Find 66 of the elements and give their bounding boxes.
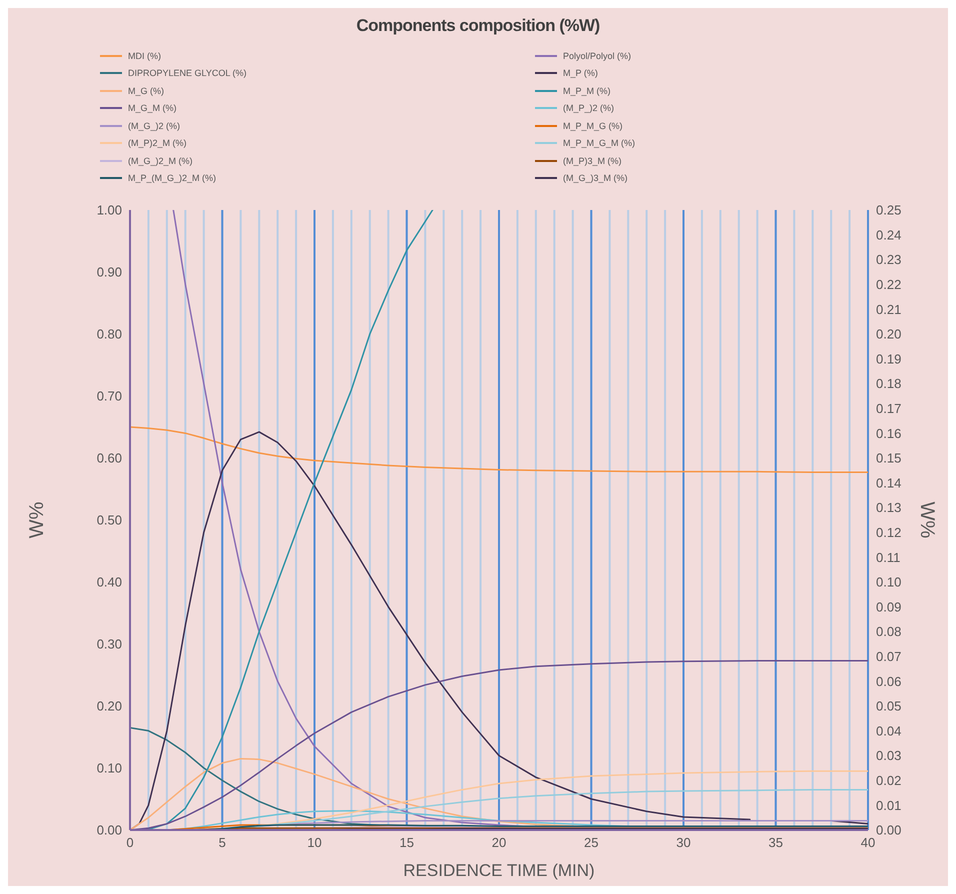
y2-tick-label: 0.14 xyxy=(876,475,902,490)
y-tick-label: 0.40 xyxy=(96,574,122,590)
y2-tick-label: 0.21 xyxy=(876,302,902,317)
y2-tick-label: 0.05 xyxy=(876,698,902,714)
legend-label: DIPROPYLENE GLYCOL (%) xyxy=(128,68,247,78)
y2-tick-label: 0.16 xyxy=(876,426,902,441)
y-tick-label: 0.90 xyxy=(96,264,122,280)
x-tick-label: 30 xyxy=(676,835,691,850)
y2-tick-label: 0.07 xyxy=(876,649,902,664)
y2-tick-label: 0.10 xyxy=(876,574,902,590)
x-tick-label: 5 xyxy=(218,835,226,850)
y-tick-label: 0.30 xyxy=(96,636,122,652)
legend-label: (M_P)2_M (%) xyxy=(128,138,187,148)
y2-tick-label: 0.01 xyxy=(876,798,902,813)
y2-tick-label: 0.13 xyxy=(876,500,902,516)
y-tick-label: 0.80 xyxy=(96,326,122,342)
x-tick-label: 20 xyxy=(492,835,506,850)
x-tick-label: 15 xyxy=(400,835,414,850)
y2-tick-label: 0.20 xyxy=(876,326,902,342)
y2-tick-label: 0.09 xyxy=(876,599,902,614)
legend-label: MDI (%) xyxy=(128,50,161,61)
x-tick-label: 35 xyxy=(768,835,783,850)
legend-label: M_P (%) xyxy=(563,68,598,78)
legend-label: (M_P_)2 (%) xyxy=(563,103,614,114)
y-axis-title: W% xyxy=(26,501,48,538)
y2-tick-label: 0.18 xyxy=(876,376,902,392)
y2-tick-label: 0.00 xyxy=(876,822,902,838)
legend-label: M_G_M (%) xyxy=(128,103,177,114)
legend-label: M_P_M (%) xyxy=(563,86,611,96)
x-tick-label: 0 xyxy=(126,835,134,850)
y2-tick-label: 0.19 xyxy=(876,351,902,366)
y-tick-label: 0.50 xyxy=(96,512,122,528)
y2-axis-title: W% xyxy=(916,502,938,539)
y2-tick-label: 0.24 xyxy=(876,227,902,242)
x-tick-label: 40 xyxy=(860,835,876,850)
legend-label: (M_P)3_M (%) xyxy=(563,156,622,166)
legend-label: (M_G_)3_M (%) xyxy=(563,173,628,184)
y2-tick-label: 0.06 xyxy=(876,674,902,689)
chart-title: Components composition (%W) xyxy=(355,15,601,37)
x-tick-label: 25 xyxy=(584,835,598,850)
y-tick-label: 0.60 xyxy=(96,450,122,466)
x-axis-title: RESIDENCE TIME (MIN) xyxy=(403,861,595,880)
y-tick-label: 1.00 xyxy=(96,202,122,218)
legend-label: M_G (%) xyxy=(128,86,164,96)
y2-tick-label: 0.12 xyxy=(876,525,902,540)
y2-tick-label: 0.25 xyxy=(876,202,902,218)
y2-tick-label: 0.02 xyxy=(876,773,902,788)
y-tick-label: 0.10 xyxy=(96,760,122,776)
legend-label: (M_G_)2_M (%) xyxy=(128,156,193,166)
y-tick-label: 0.70 xyxy=(96,388,122,404)
y2-tick-label: 0.23 xyxy=(876,252,902,268)
y2-tick-label: 0.15 xyxy=(876,450,902,466)
y2-tick-label: 0.08 xyxy=(876,624,902,640)
y2-tick-label: 0.04 xyxy=(876,723,902,738)
y2-tick-label: 0.17 xyxy=(876,401,902,416)
y2-tick-label: 0.03 xyxy=(876,748,902,764)
y2-tick-label: 0.22 xyxy=(876,277,902,292)
legend-label: (M_G_)2 (%) xyxy=(128,120,180,131)
legend-label: M_P_M_G (%) xyxy=(563,120,623,131)
y-tick-label: 0.20 xyxy=(96,698,122,714)
legend-label: Polyol/Polyol (%) xyxy=(563,50,632,61)
y-tick-label: 0.00 xyxy=(96,822,122,838)
x-tick-label: 10 xyxy=(307,835,322,850)
legend-label: M_P_(M_G_)2_M (%) xyxy=(128,173,216,184)
legend-label: M_P_M_G_M (%) xyxy=(563,138,636,148)
y2-tick-label: 0.11 xyxy=(876,550,900,565)
